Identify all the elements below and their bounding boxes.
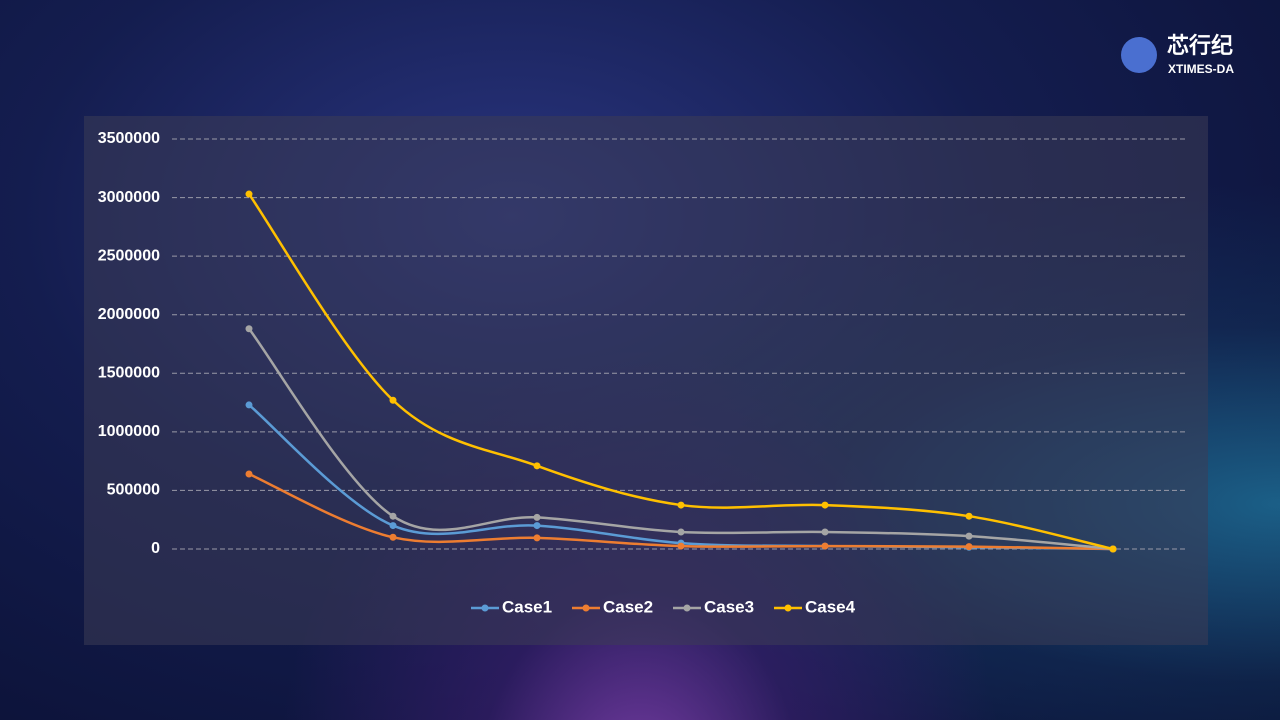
logo-subtitle: XTIMES-DA [1168, 62, 1234, 76]
data-point [677, 501, 685, 509]
y-tick-label: 500000 [107, 482, 160, 499]
legend-marker [582, 604, 590, 612]
data-point [245, 401, 253, 409]
y-tick-label: 0 [151, 540, 160, 557]
legend-label: Case4 [805, 597, 856, 616]
data-point [965, 532, 973, 540]
legend-label: Case3 [704, 597, 754, 616]
data-point [245, 190, 253, 198]
data-point [965, 512, 973, 520]
data-point [533, 513, 541, 521]
data-point [245, 325, 253, 333]
y-tick-label: 2000000 [98, 306, 160, 323]
logo-icon [1121, 37, 1157, 73]
data-point [677, 528, 685, 536]
legend-marker [683, 604, 691, 612]
data-point [389, 396, 397, 404]
y-tick-label: 2500000 [98, 247, 160, 264]
y-tick-label: 1500000 [98, 365, 160, 382]
data-point [389, 522, 397, 530]
data-point [533, 462, 541, 470]
legend-label: Case1 [502, 597, 552, 616]
data-point [677, 542, 685, 550]
logo-name: 芯行纪 [1167, 33, 1233, 58]
legend-label: Case2 [603, 597, 653, 616]
y-tick-label: 1000000 [98, 423, 160, 440]
data-point [533, 534, 541, 542]
legend-marker [784, 604, 792, 612]
data-point [821, 528, 829, 536]
data-point [1109, 545, 1117, 553]
data-point [389, 533, 397, 541]
data-point [245, 470, 253, 478]
data-point [821, 501, 829, 509]
legend-marker [481, 604, 489, 612]
plot-panel [84, 116, 1208, 645]
data-point [965, 543, 973, 551]
data-point [389, 512, 397, 520]
data-point [533, 522, 541, 530]
y-tick-label: 3000000 [98, 189, 160, 206]
y-tick-label: 3500000 [98, 130, 160, 147]
data-point [821, 542, 829, 550]
